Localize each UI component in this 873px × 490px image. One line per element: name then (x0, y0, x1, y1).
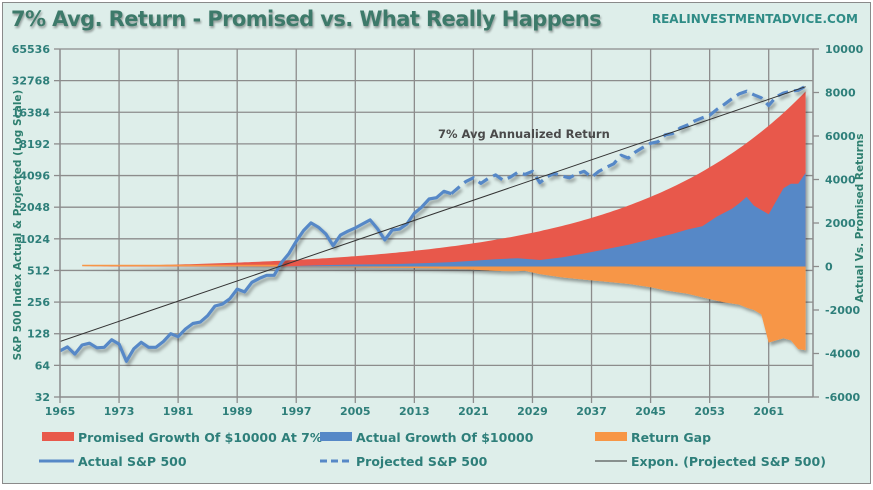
legend-label: Actual S&P 500 (78, 454, 187, 469)
axes: 32 64 128 256 512 1024 2048 4096 8192 16384 32768 6… (12, 43, 864, 418)
y-right-tick-label: -2000 (825, 304, 861, 317)
exponential-trendline (59, 86, 806, 342)
x-tick-label: 2029 (517, 405, 548, 418)
y-left-tick-label: 65536 (12, 43, 51, 56)
return-gap-area (82, 266, 806, 351)
y-right-tick-label: 10000 (825, 43, 864, 56)
promised-growth-area (82, 91, 806, 267)
y-right-tick-label: -4000 (825, 348, 861, 361)
x-tick-label: 1973 (104, 405, 135, 418)
legend-label: Return Gap (631, 430, 711, 445)
y-right-tick-label: 6000 (825, 130, 856, 143)
legend-item: Actual S&P 500 (39, 454, 187, 469)
legend-swatch (595, 432, 627, 441)
actual-sp500-line (59, 189, 452, 363)
y-left-tick-label: 8192 (19, 138, 50, 151)
legend-item: Return Gap (595, 430, 711, 445)
y-right-tick-label: 8000 (825, 87, 856, 100)
y-left-tick-label: 16384 (12, 106, 51, 119)
y-left-tick-label: 64 (35, 359, 51, 372)
legend: Promised Growth Of $10000 At 7% Actual Gr… (39, 430, 826, 469)
site-watermark: REALINVESTMENTADVICE.COM (651, 12, 858, 26)
legend-label: Expon. (Projected S&P 500) (631, 454, 826, 469)
x-tick-label: 1997 (281, 405, 312, 418)
legend-item: Actual Growth Of $10000 (320, 430, 534, 445)
y-left-tick-label: 2048 (19, 201, 50, 214)
annotation-label: 7% Avg Annualized Return (438, 127, 610, 141)
y-left-tick-label: 128 (27, 328, 50, 341)
y-right-tick-label: -6000 (825, 391, 861, 404)
y-left-tick-label: 256 (27, 296, 50, 309)
y-left-tick-label: 1024 (19, 233, 50, 246)
y-left-tick-label: 512 (27, 264, 50, 277)
x-tick-label: 2005 (340, 405, 371, 418)
x-tick-label: 2021 (458, 405, 489, 418)
chart-title: 7% Avg. Return - Promised vs. What Reall… (11, 7, 602, 31)
x-tick-label: 2061 (753, 405, 784, 418)
y-right-tick-label: 2000 (825, 217, 856, 230)
x-tick-label: 2037 (576, 405, 607, 418)
legend-label: Promised Growth Of $10000 At 7% (78, 430, 323, 445)
y-right-tick-label: 4000 (825, 174, 856, 187)
legend-label: Actual Growth Of $10000 (356, 430, 534, 445)
x-tick-label: 2045 (635, 405, 666, 418)
legend-item: Promised Growth Of $10000 At 7% (42, 430, 323, 445)
y-right-axis-title: Actual Vs. Promised Returns (854, 134, 866, 303)
x-tick-label: 1981 (163, 405, 194, 418)
legend-swatch (42, 432, 74, 441)
x-tick-label: 1989 (222, 405, 253, 418)
legend-swatch (320, 432, 352, 441)
legend-label: Projected S&P 500 (356, 454, 488, 469)
projected-sp500-line (450, 84, 807, 195)
x-tick-label: 2013 (399, 405, 430, 418)
y-left-axis-title: S&P 500 Index Actual & Projected (Log Sc… (12, 90, 24, 361)
lines (59, 84, 807, 363)
y-left-tick-label: 32 (35, 391, 50, 404)
actual-growth-area (281, 173, 806, 267)
legend-item: Expon. (Projected S&P 500) (595, 454, 826, 469)
areas (82, 91, 806, 351)
y-right-tick-label: 0 (825, 261, 833, 274)
legend-item: Projected S&P 500 (320, 454, 488, 469)
y-left-tick-label: 32768 (12, 75, 50, 88)
y-left-tick-label: 4096 (19, 170, 50, 183)
x-tick-label: 1965 (45, 405, 76, 418)
x-tick-label: 2053 (694, 405, 725, 418)
